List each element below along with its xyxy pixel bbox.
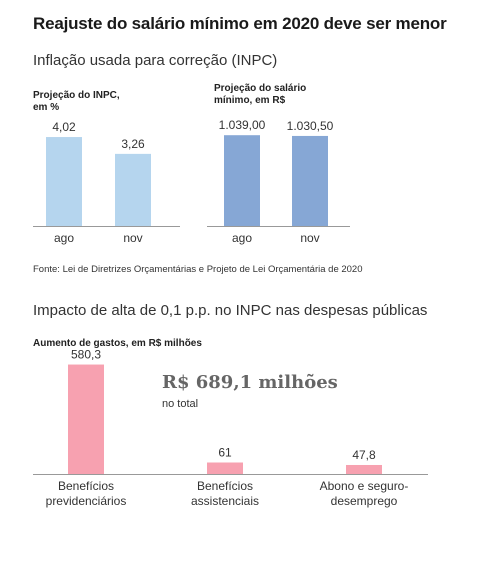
salary-value-label-0: 1.039,00 <box>219 118 266 132</box>
panel-label-inpc-line2: em % <box>33 102 60 113</box>
inpc-chart: 4,02 ago 3,26 nov <box>33 120 180 245</box>
panel-label-inpc: Projeção do INPC, em % <box>33 90 120 114</box>
inpc-value-label-0: 4,02 <box>52 120 76 134</box>
salary-category-label-1: nov <box>300 231 319 245</box>
panel-label-spending: Aumento de gastos, em R$ milhões <box>33 338 202 349</box>
salary-value-label-1: 1.030,50 <box>287 119 334 133</box>
section-subtitle-inflation: Inflação usada para correção (INPC) <box>33 52 278 69</box>
spending-category-label-1-line0: Benefícios <box>197 479 253 493</box>
spending-bar-1 <box>207 462 243 474</box>
inpc-category-label-0: ago <box>54 231 74 245</box>
inpc-value-label-1: 3,26 <box>121 137 145 151</box>
panel-label-inpc-line1: Projeção do INPC, <box>33 90 120 101</box>
spending-value-label-2: 47,8 <box>352 448 376 462</box>
section-subtitle-impact: Impacto de alta de 0,1 p.p. no INPC nas … <box>33 302 428 319</box>
spending-category-label-2-line0: Abono e seguro- <box>320 479 409 493</box>
spending-chart: 580,3Benefíciosprevidenciários61Benefíci… <box>33 348 428 508</box>
spending-category-label-1-line1: assistenciais <box>191 494 259 508</box>
inpc-bar-1 <box>115 153 151 226</box>
salary-chart: 1.039,00 ago 1.030,50 nov <box>207 118 350 245</box>
salary-bar-1 <box>292 135 328 226</box>
source-note: Fonte: Lei de Diretrizes Orçamentárias e… <box>33 264 363 275</box>
chart-title: Reajuste do salário mínimo em 2020 deve … <box>33 14 447 33</box>
spending-bar-2 <box>346 464 382 474</box>
salary-bar-0 <box>224 135 260 226</box>
inpc-bar-0 <box>46 137 82 226</box>
inpc-category-label-1: nov <box>123 231 142 245</box>
spending-bar-0 <box>68 364 104 474</box>
spending-category-label-0-line1: previdenciários <box>46 494 127 508</box>
spending-value-label-1: 61 <box>218 445 232 459</box>
salary-category-label-0: ago <box>232 231 252 245</box>
panel-label-salary: Projeção do salário mínimo, em R$ <box>214 83 306 107</box>
spending-category-label-2-line1: desemprego <box>331 494 398 508</box>
spending-value-label-0: 580,3 <box>71 348 101 362</box>
total-value: R$ 689,1 milhões <box>162 372 338 393</box>
spending-category-label-0-line0: Benefícios <box>58 479 114 493</box>
panel-label-salary-line2: mínimo, em R$ <box>214 95 286 106</box>
total-label: no total <box>162 398 199 410</box>
panel-label-salary-line1: Projeção do salário <box>214 83 307 94</box>
